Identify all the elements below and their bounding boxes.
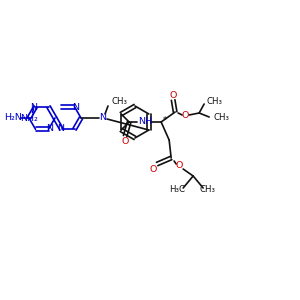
Text: N: N xyxy=(57,124,64,133)
Text: N: N xyxy=(72,103,79,112)
Text: N: N xyxy=(46,124,53,133)
Text: N: N xyxy=(100,113,106,122)
Text: NH: NH xyxy=(138,118,152,127)
Text: O: O xyxy=(182,110,189,119)
Text: O: O xyxy=(169,91,177,100)
Text: CH₃: CH₃ xyxy=(112,97,128,106)
Text: CH₃: CH₃ xyxy=(206,98,222,106)
Text: H₂N: H₂N xyxy=(4,113,22,122)
Text: O: O xyxy=(176,161,183,170)
Text: O: O xyxy=(122,137,129,146)
Text: H₃C: H₃C xyxy=(169,185,185,194)
Text: NH₂: NH₂ xyxy=(21,114,38,123)
Text: CH₃: CH₃ xyxy=(199,185,215,194)
Text: O: O xyxy=(149,164,157,173)
Text: CH₃: CH₃ xyxy=(213,113,229,122)
Text: *: * xyxy=(163,116,167,125)
Text: N: N xyxy=(30,103,37,112)
